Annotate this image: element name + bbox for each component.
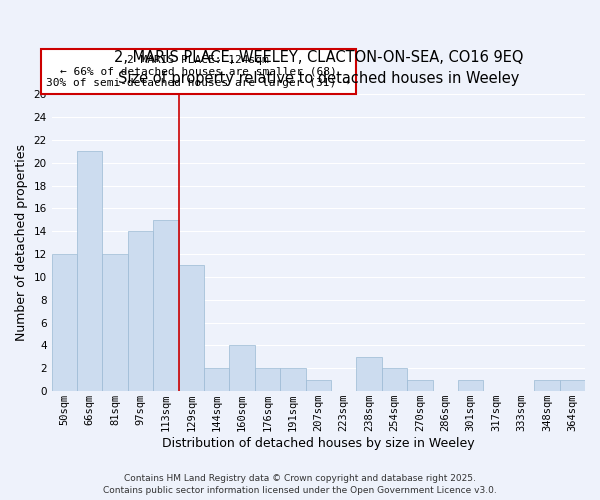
Bar [356, 357, 382, 391]
Bar [128, 231, 153, 391]
Bar [458, 380, 484, 391]
Bar [103, 254, 128, 391]
Bar [280, 368, 305, 391]
Y-axis label: Number of detached properties: Number of detached properties [15, 144, 28, 341]
Text: Contains HM Land Registry data © Crown copyright and database right 2025.
Contai: Contains HM Land Registry data © Crown c… [103, 474, 497, 495]
Bar [204, 368, 229, 391]
X-axis label: Distribution of detached houses by size in Weeley: Distribution of detached houses by size … [162, 437, 475, 450]
Bar [407, 380, 433, 391]
Text: 2 MARIS PLACE: 124sqm
← 66% of detached houses are smaller (68)
30% of semi-deta: 2 MARIS PLACE: 124sqm ← 66% of detached … [46, 55, 350, 88]
Bar [153, 220, 179, 391]
Title: 2, MARIS PLACE, WEELEY, CLACTON-ON-SEA, CO16 9EQ
Size of property relative to de: 2, MARIS PLACE, WEELEY, CLACTON-ON-SEA, … [113, 50, 523, 86]
Bar [52, 254, 77, 391]
Bar [77, 151, 103, 391]
Bar [255, 368, 280, 391]
Bar [560, 380, 585, 391]
Bar [534, 380, 560, 391]
Bar [179, 266, 204, 391]
Bar [229, 346, 255, 391]
Bar [305, 380, 331, 391]
Bar [382, 368, 407, 391]
